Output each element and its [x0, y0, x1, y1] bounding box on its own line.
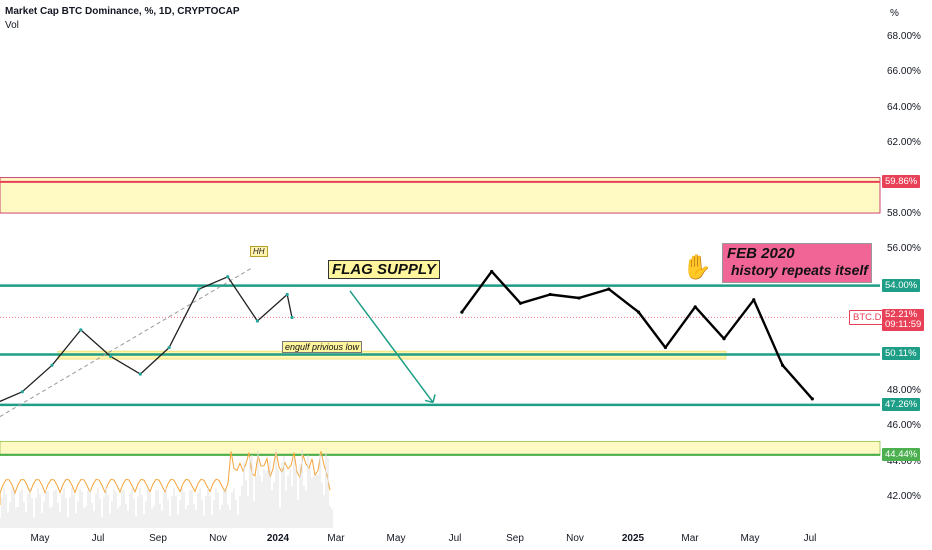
y-tick-label: 44.00%: [887, 455, 921, 467]
engulf-annotation[interactable]: engulf privious low: [282, 341, 363, 353]
x-tick-label: Mar: [681, 533, 699, 544]
current-price-badge: 52.21% 09:11:59: [882, 309, 925, 332]
x-tick-label: 2024: [266, 533, 290, 544]
y-tick-label: 66.00%: [887, 66, 921, 78]
price-point: [138, 372, 142, 376]
x-tick-label: Jul: [91, 533, 105, 544]
level-badge: 54.00%: [882, 278, 921, 292]
supply-zone-0: [0, 177, 881, 214]
x-tick-label: Mar: [327, 533, 345, 544]
y-tick-label: 62.00%: [887, 137, 921, 148]
hh-annotation[interactable]: HH: [250, 246, 268, 257]
bar-countdown: 09:11:59: [885, 319, 922, 331]
y-tick-label: 56.00%: [887, 243, 921, 255]
y-tick-label: 42.00%: [887, 491, 921, 502]
price-point: [197, 287, 201, 291]
volume-line: [0, 451, 331, 505]
price-point: [548, 292, 552, 297]
y-tick-label: 46.00%: [887, 420, 921, 432]
price-point: [780, 363, 785, 367]
price-point: [290, 315, 294, 320]
price-point: [167, 345, 171, 350]
price-point: [460, 310, 464, 314]
symbol-badge: BTC.D: [849, 310, 886, 326]
price-series-0: [0, 276, 293, 403]
x-tick-label: Nov: [209, 533, 227, 544]
price-point: [722, 337, 726, 341]
level-badge: 47.26%: [882, 397, 921, 411]
waving-hand-icon: ✋: [682, 254, 712, 281]
arrow-head: [424, 394, 436, 404]
symbol-title[interactable]: Market Cap BTC Dominance, %, 1D, CRYPTOC…: [5, 6, 240, 17]
x-tick-label: 2025: [621, 533, 645, 544]
price-point: [50, 363, 54, 367]
flag-supply-annotation[interactable]: FLAG SUPPLY: [328, 260, 440, 279]
level-badge: 50.11%: [882, 347, 920, 361]
feb-2020-title: FEB 2020: [727, 245, 795, 262]
x-tick-label: Jul: [803, 533, 817, 544]
x-tick-label: May: [740, 533, 760, 544]
y-tick-label: 64.00%: [887, 101, 921, 113]
price-point: [490, 269, 494, 274]
price-point: [285, 292, 289, 297]
history-repeats-text: history repeats itself: [731, 262, 868, 278]
plot-area[interactable]: [0, 177, 881, 528]
price-point: [108, 354, 113, 358]
y-tick-label: 58.00%: [887, 207, 921, 219]
chart-legend: Market Cap BTC Dominance, %, 1D, CRYPTOC…: [5, 6, 240, 31]
y-tick-label: 68.00%: [887, 30, 921, 42]
price-point: [810, 397, 814, 401]
level-badge: 59.86%: [882, 174, 921, 188]
x-tick-label: Nov: [566, 533, 584, 544]
projection-arrow: [349, 290, 434, 403]
x-tick-label: Sep: [506, 533, 524, 544]
price-point: [693, 305, 697, 309]
level-badge: 44.44%: [882, 447, 921, 461]
price-point: [607, 287, 611, 291]
x-tick-label: Sep: [149, 533, 167, 544]
price-point: [255, 319, 260, 323]
price-point: [79, 328, 83, 332]
current-price-value: 52.21%: [885, 309, 918, 321]
volume-label[interactable]: Vol: [5, 20, 19, 31]
x-tick-label: May: [386, 533, 406, 544]
x-tick-label: May: [30, 533, 50, 544]
supply-zone-1: [0, 440, 881, 456]
price-point: [636, 310, 641, 314]
x-tick-label: Jul: [448, 533, 462, 544]
price-point: [518, 301, 523, 305]
scale-unit-label[interactable]: %: [890, 8, 899, 19]
price-point: [226, 275, 230, 279]
price-point: [752, 298, 756, 302]
feb-2020-annotation[interactable]: FEB 2020 history repeats itself: [722, 243, 872, 283]
price-point: [577, 296, 581, 300]
y-tick-label: 48.00%: [887, 384, 921, 396]
price-series-1: [460, 270, 814, 400]
hh-trendline: [0, 267, 253, 418]
price-point: [20, 390, 24, 394]
price-point: [663, 345, 668, 350]
